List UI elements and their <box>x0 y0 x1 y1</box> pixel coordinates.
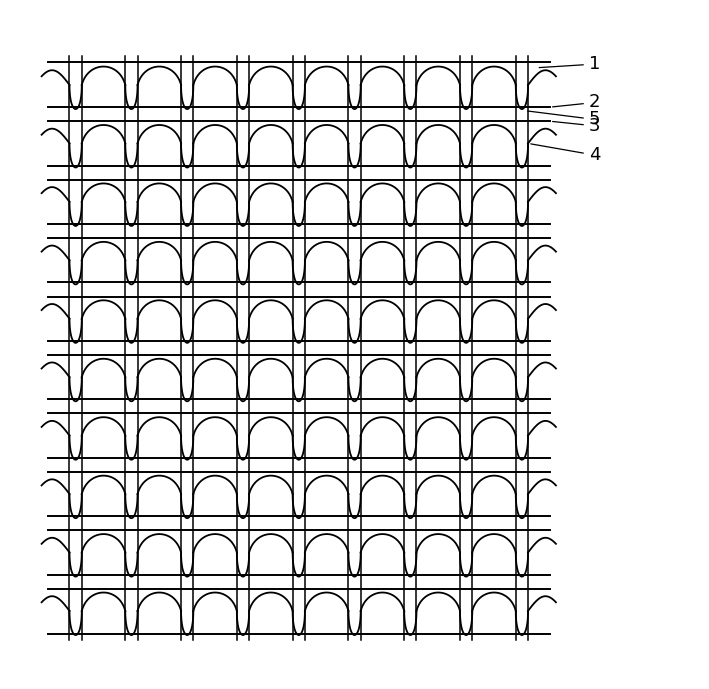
Text: 4: 4 <box>531 144 601 164</box>
Text: 1: 1 <box>539 55 601 73</box>
Text: 5: 5 <box>527 110 601 128</box>
Text: 2: 2 <box>552 94 601 112</box>
Text: 3: 3 <box>552 117 601 135</box>
